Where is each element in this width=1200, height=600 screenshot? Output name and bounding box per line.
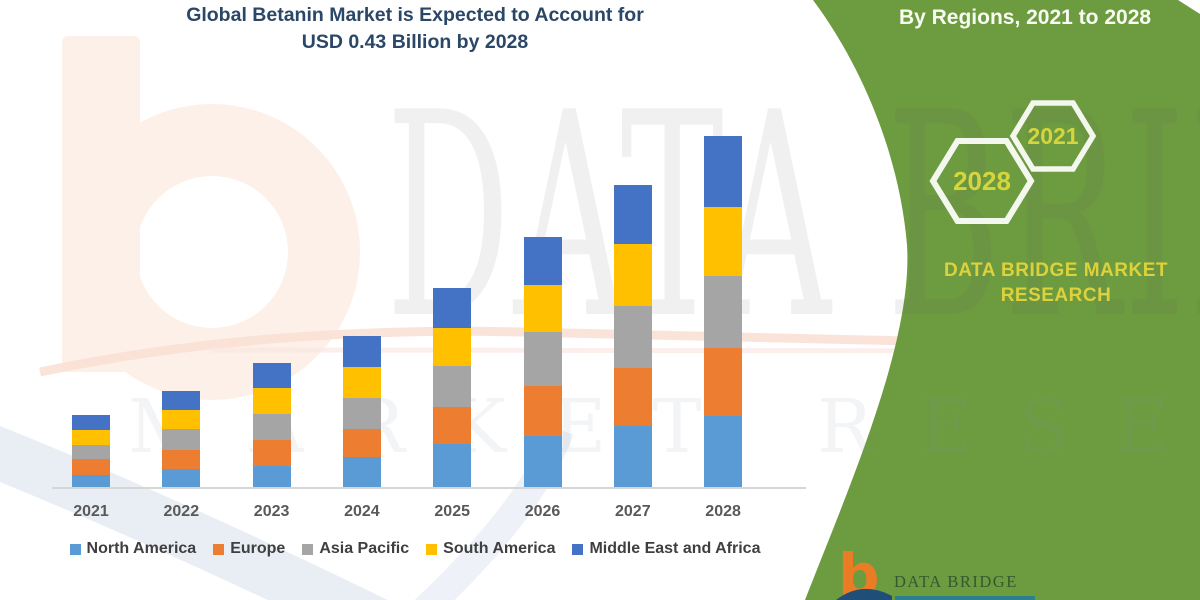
x-axis-label: 2026 — [524, 503, 561, 520]
bar-segment — [613, 425, 652, 488]
hexagon-2028 — [929, 138, 1035, 224]
stacked-bar-2026 — [523, 236, 562, 488]
bar-segment — [342, 456, 381, 488]
bar-segment — [704, 136, 743, 208]
chart-title-line2: USD 0.43 Billion by 2028 — [301, 31, 529, 53]
logo-swoosh-icon — [836, 588, 892, 600]
x-axis-label: 2028 — [705, 503, 741, 520]
bar-segment — [252, 439, 291, 466]
bar-segment — [704, 207, 743, 277]
hexagon-2021-label: 2021 — [1027, 123, 1078, 149]
bar-segment — [162, 409, 201, 430]
stacked-bar-2028 — [704, 136, 743, 488]
bar-segment — [252, 414, 291, 440]
bar-segment — [704, 416, 743, 488]
footer-logo-strip — [895, 596, 1035, 600]
bar-segment — [162, 469, 201, 488]
stacked-bar-2023 — [252, 362, 291, 488]
stacked-bar-2022 — [162, 390, 201, 488]
legend-swatch — [572, 543, 584, 555]
bar-segment — [252, 362, 291, 389]
stacked-bar-2025 — [433, 287, 472, 488]
legend-item: Europe — [213, 540, 285, 558]
stacked-bar-2024 — [342, 335, 381, 488]
bar-segment — [433, 407, 472, 444]
x-axis-label: 2024 — [344, 503, 380, 520]
x-axis-line — [52, 487, 806, 489]
x-axis-labels: 2021 2022 2023 2024 2025 2026 2027 2028 — [0, 503, 830, 527]
bar-segment — [523, 385, 562, 436]
legend-swatch — [69, 543, 81, 555]
bar-segment — [613, 305, 652, 368]
bar-segment — [162, 390, 201, 410]
bar-segment — [433, 443, 472, 488]
footer-logo-text: DATA BRIDGE — [894, 572, 1018, 591]
bar-segment — [162, 429, 201, 451]
bar-segment — [613, 185, 652, 245]
legend-label: North America — [86, 540, 197, 557]
bar-segment — [523, 435, 562, 488]
legend-label: South America — [443, 540, 556, 557]
chart-legend: North America Europe Asia Pacific South Ame… — [0, 540, 830, 558]
bar-segment — [252, 388, 291, 415]
bar-segment — [72, 458, 110, 475]
bar-segment — [342, 398, 381, 430]
bar-segment — [72, 415, 110, 430]
x-axis-label: 2025 — [434, 503, 470, 520]
panel-brand-text: DATA BRIDGE MARKET RESEARCH — [944, 260, 1168, 306]
legend-label: Asia Pacific — [319, 540, 410, 557]
footer-logo: b DATA BRIDGE — [834, 546, 1164, 600]
legend-item: Asia Pacific — [302, 540, 409, 558]
legend-label: Middle East and Africa — [589, 540, 761, 557]
bar-segment — [342, 366, 381, 399]
bar-segment — [613, 244, 652, 306]
bar-segment — [433, 328, 472, 367]
bar-segment — [704, 276, 743, 349]
bar-segment — [72, 429, 110, 445]
bar-segment — [342, 335, 381, 367]
x-axis-label: 2021 — [73, 503, 109, 520]
bar-segment — [523, 331, 562, 386]
x-axis-label: 2023 — [253, 503, 290, 520]
stacked-bar-2021 — [72, 415, 110, 488]
bar-segment — [523, 236, 562, 286]
legend-label: Europe — [230, 540, 286, 557]
hexagon-2021 — [1009, 100, 1097, 172]
x-axis-label: 2027 — [615, 503, 651, 520]
bar-segment — [162, 450, 201, 470]
chart-title-line1: Global Betanin Market is Expected to Acc… — [186, 4, 644, 26]
hexagon-2028-label: 2028 — [953, 166, 1011, 196]
legend-swatch — [213, 543, 225, 555]
bar-segment — [613, 367, 652, 426]
legend-swatch — [426, 543, 438, 555]
stacked-bar-2027 — [613, 185, 652, 488]
bar-segment — [433, 287, 472, 329]
chart-title: Global Betanin Market is Expected to Acc… — [0, 2, 830, 56]
bar-segment — [433, 366, 472, 408]
bar-segment — [523, 285, 562, 332]
legend-swatch — [302, 543, 314, 555]
bar-segment — [342, 429, 381, 457]
panel-heading: By Regions, 2021 to 2028 — [898, 6, 1152, 29]
bar-segment — [72, 444, 110, 459]
legend-item: Middle East and Africa — [572, 540, 760, 558]
x-axis-label: 2022 — [163, 503, 200, 520]
legend-item: South America — [426, 540, 555, 558]
legend-item: North America — [69, 540, 197, 558]
bar-segment — [252, 465, 291, 488]
bar-segment — [704, 348, 743, 416]
